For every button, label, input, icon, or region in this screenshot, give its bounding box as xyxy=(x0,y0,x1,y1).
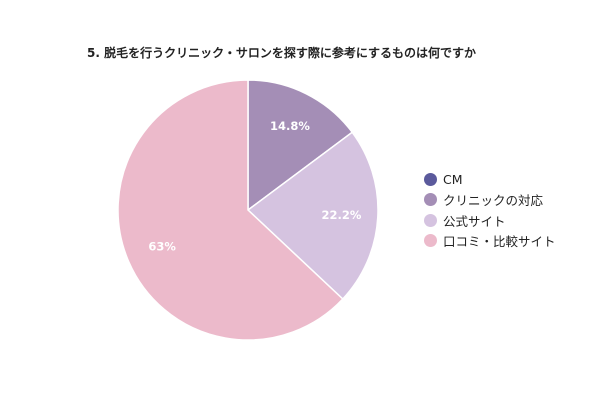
pie-slice-1[interactable] xyxy=(247,79,354,212)
legend-swatch-3 xyxy=(424,234,437,248)
chart-title: 5. 脱毛を行うクリニック・サロンを探す際に参考にするものは何ですか xyxy=(87,46,476,60)
pie-slice-label-3: 63% xyxy=(148,240,176,254)
chart-legend: CM クリニックの対応 公式サイト口コミ・比較サイト xyxy=(424,169,556,251)
pie-slice-label-1: 14.8% xyxy=(270,119,310,133)
legend-swatch-2 xyxy=(424,213,437,227)
pie-slice-3[interactable] xyxy=(117,79,344,341)
legend-item-3[interactable]: 口コミ・比較サイト xyxy=(424,231,556,252)
legend-item-0[interactable]: CM xyxy=(424,169,556,190)
legend-swatch-1 xyxy=(424,193,437,207)
legend-item-1[interactable]: クリニックの対応 xyxy=(424,190,556,211)
pie-slices xyxy=(117,79,379,341)
legend-label-0: CM xyxy=(443,171,463,187)
pie-slice-2[interactable] xyxy=(246,131,379,301)
legend-label-2: 公式サイト xyxy=(443,213,506,229)
legend-label-1: クリニックの対応 xyxy=(443,193,544,209)
legend-label-3: 口コミ・比較サイト xyxy=(443,234,556,250)
pie-slice-labels: 14.8% 22.2% 63% xyxy=(148,119,362,254)
pie-slice-label-2: 22.2% xyxy=(321,208,361,222)
legend-swatch-0 xyxy=(424,172,437,186)
legend-item-2[interactable]: 公式サイト xyxy=(424,210,556,231)
